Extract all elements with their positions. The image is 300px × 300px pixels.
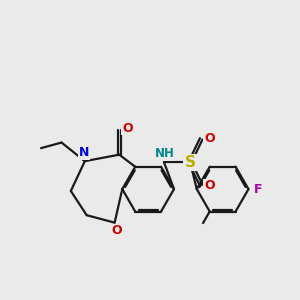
Text: F: F: [254, 183, 262, 196]
Text: NH: NH: [154, 147, 175, 160]
Text: S: S: [184, 154, 196, 169]
Text: N: N: [79, 146, 89, 159]
Text: O: O: [204, 132, 215, 145]
Text: O: O: [122, 122, 133, 134]
Text: O: O: [112, 224, 122, 238]
Text: O: O: [204, 179, 215, 193]
